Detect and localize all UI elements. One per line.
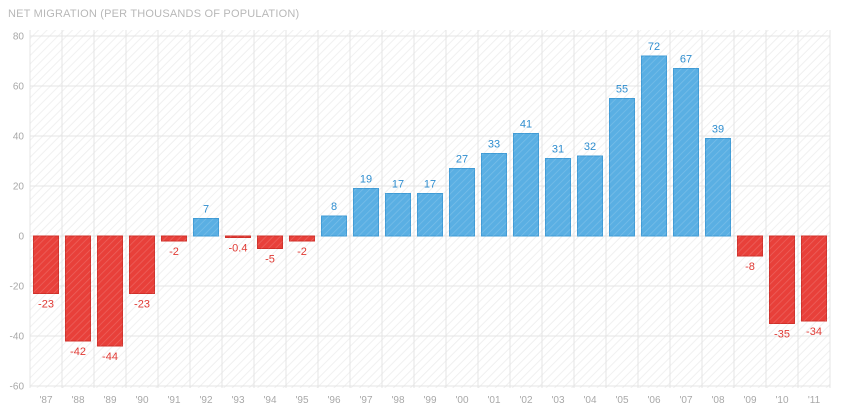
data-label: 41	[520, 119, 532, 131]
x-tick-label: '08	[711, 395, 724, 406]
data-label: 72	[648, 41, 660, 53]
chart-title: NET MIGRATION (PER THOUSANDS OF POPULATI…	[8, 8, 300, 20]
x-tick-label: '94	[263, 395, 276, 406]
bar-texture	[737, 236, 763, 256]
x-tick-label: '95	[295, 395, 308, 406]
bar-texture	[449, 168, 475, 236]
data-label: -2	[169, 246, 179, 258]
data-label: 27	[456, 154, 468, 166]
grid-layer	[29, 30, 831, 388]
y-tick-label: 20	[13, 182, 25, 193]
x-tick-label: '06	[647, 395, 660, 406]
data-label: 39	[712, 124, 724, 136]
y-tick-label: -20	[10, 282, 25, 293]
data-label: -5	[265, 254, 275, 266]
bars	[33, 55, 827, 347]
bar-texture	[545, 158, 571, 236]
bar-texture	[385, 193, 411, 236]
data-label: -23	[38, 299, 54, 311]
bar-texture	[65, 236, 91, 341]
x-tick-label: '98	[391, 395, 404, 406]
bar-texture	[673, 68, 699, 236]
data-label: 19	[360, 174, 372, 186]
data-labels: -23 -42 -44 -23 -2 7 -0.4 -5 -2 8 19 17 17 27 33 41 31 32…	[38, 41, 822, 363]
bar-texture	[609, 98, 635, 236]
x-tick-label: '04	[583, 395, 596, 406]
data-label: 33	[488, 139, 500, 151]
x-tick-label: '90	[135, 395, 148, 406]
data-label: 55	[616, 84, 628, 96]
x-tick-label: '87	[39, 395, 52, 406]
x-tick-label: '88	[71, 395, 84, 406]
x-tick-label: '05	[615, 395, 628, 406]
data-label: -35	[774, 329, 790, 341]
data-label: 17	[424, 179, 436, 191]
x-tick-label: '93	[231, 395, 244, 406]
x-tick-label: '89	[103, 395, 116, 406]
x-tick-label: '99	[423, 395, 436, 406]
data-label: 31	[552, 144, 564, 156]
x-tick-label: '96	[327, 395, 340, 406]
bar-texture	[705, 138, 731, 236]
bar-texture	[801, 236, 827, 321]
bar-texture	[289, 236, 315, 241]
bar-texture	[641, 56, 667, 236]
y-tick-label: 0	[18, 232, 24, 243]
x-tick-label: '92	[199, 395, 212, 406]
data-label: 8	[331, 201, 337, 213]
x-axis: '87 '88 '89 '90 '91 '92 '93 '94 '95 '96 '97 '98 '99 '…	[39, 395, 820, 406]
bar-texture	[161, 236, 187, 241]
data-label: -0.4	[229, 243, 248, 255]
y-tick-label: 60	[13, 82, 25, 93]
bar-texture	[481, 153, 507, 236]
data-label: 67	[680, 54, 692, 66]
bar-texture	[769, 236, 795, 324]
data-label: -42	[70, 346, 86, 358]
bar-texture	[33, 236, 59, 294]
data-label: -44	[102, 351, 118, 363]
y-tick-label: 80	[13, 32, 25, 43]
data-label: -2	[297, 246, 307, 258]
x-tick-label: '10	[775, 395, 788, 406]
bar-texture	[97, 236, 123, 346]
y-tick-label: -60	[10, 382, 25, 393]
bar-texture	[577, 156, 603, 236]
data-label: -23	[134, 299, 150, 311]
x-tick-label: '91	[167, 395, 180, 406]
x-tick-label: '01	[487, 395, 500, 406]
data-label: 17	[392, 179, 404, 191]
bar-texture	[225, 236, 251, 238]
x-tick-label: '09	[743, 395, 756, 406]
data-label: 7	[203, 204, 209, 216]
y-axis: 80 60 40 20 0 -20 -40 -60	[10, 32, 25, 393]
y-tick-label: 40	[13, 132, 25, 143]
data-label: 32	[584, 141, 596, 153]
x-tick-label: '03	[551, 395, 564, 406]
bar-texture	[513, 133, 539, 236]
data-label: -8	[745, 261, 755, 273]
x-tick-label: '97	[359, 395, 372, 406]
bar-texture	[193, 218, 219, 236]
y-tick-label: -40	[10, 332, 25, 343]
bar-texture	[353, 188, 379, 236]
bar-texture	[417, 193, 443, 236]
bar-texture	[129, 236, 155, 294]
x-tick-label: '00	[455, 395, 468, 406]
bar-texture	[321, 216, 347, 236]
x-tick-label: '11	[808, 395, 821, 406]
x-tick-label: '07	[679, 395, 692, 406]
bar-texture	[257, 236, 283, 249]
x-tick-label: '02	[519, 395, 532, 406]
data-label: -34	[806, 326, 822, 338]
